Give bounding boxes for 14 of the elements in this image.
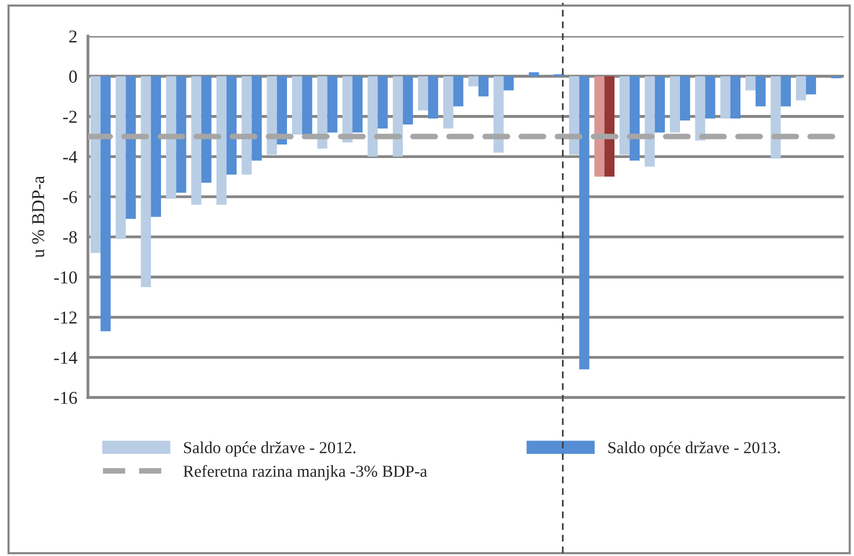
y-tick-label: 2 [69,30,77,42]
legend-label: Saldo opće države - 2013. [608,442,780,457]
y-tick-label: -8 [63,231,77,244]
y-tick-label: 0 [69,70,77,83]
y-tick-label: -6 [63,191,78,204]
y-tick-label: -16 [54,392,78,404]
legend-label: Referetna razina manjka -3% BDP-a [183,465,428,480]
y-tick-label: -10 [54,271,77,284]
y-tick-label: -12 [54,312,77,324]
y-tick-label: -4 [63,150,78,163]
y-tick-label: -14 [54,352,78,364]
y-axis-title: u % BDP-a [32,176,44,258]
legend-label: Saldo opće države - 2012. [184,442,356,457]
y-tick-label: -2 [63,110,77,123]
